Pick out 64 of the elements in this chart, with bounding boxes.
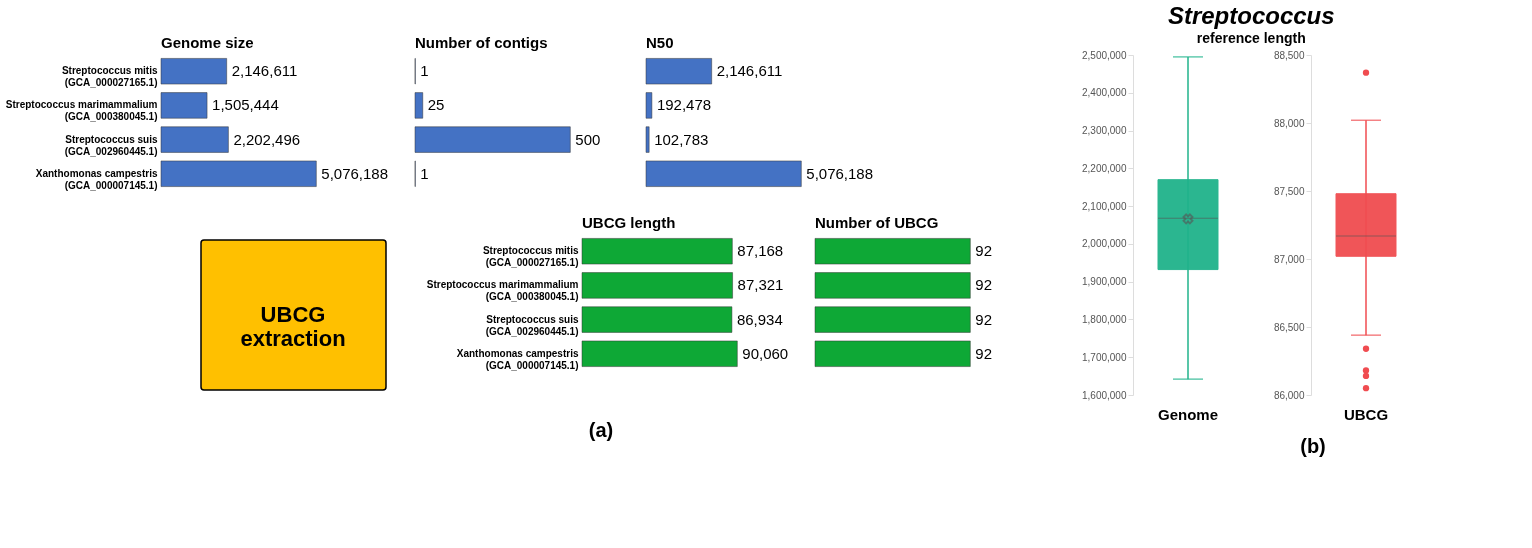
data-label: 102,783 xyxy=(654,130,709,148)
chart-title: Number of UBCG xyxy=(815,214,939,231)
bar xyxy=(645,92,653,119)
y-tick-label: 1,800,000 xyxy=(1082,313,1127,325)
data-label: 92 xyxy=(975,344,992,362)
bar xyxy=(160,92,208,119)
data-label: 1 xyxy=(420,62,429,80)
y-tick-label: 87,000 xyxy=(1273,253,1305,265)
y-tick-label: Streptococcus mitis (GCA_000027165.1) xyxy=(61,65,158,89)
chart-title: Streptococcus xyxy=(1167,2,1335,29)
y-tick-label: 2,400,000 xyxy=(1082,87,1127,99)
data-label: 92 xyxy=(975,310,992,328)
data-label: 500 xyxy=(575,130,601,148)
chart-title: Number of contigs xyxy=(415,34,548,51)
chart-title: UBCG length xyxy=(582,214,676,231)
x-tick-label: Genome xyxy=(1157,405,1219,423)
y-tick-label: Streptococcus marimammalium (GCA_000380045.1) xyxy=(426,279,579,303)
bar xyxy=(160,126,229,153)
text: (b) xyxy=(1300,435,1326,457)
y-tick-label: 88,500 xyxy=(1273,49,1305,61)
y-tick-label: 1,700,000 xyxy=(1082,351,1127,363)
bar xyxy=(645,126,650,153)
y-tick-label: Xanthomonas campestris (GCA_000007145.1) xyxy=(35,167,158,191)
data-label: 25 xyxy=(427,96,445,114)
data-label: 192,478 xyxy=(656,96,712,114)
y-tick-label: 86,000 xyxy=(1273,389,1305,401)
data-label: 90,060 xyxy=(742,344,789,362)
y-tick-label: 2,500,000 xyxy=(1082,49,1127,61)
y-tick-label: 2,200,000 xyxy=(1082,162,1127,174)
data-label: 5,076,188 xyxy=(806,164,874,182)
chart-title: Genome size xyxy=(161,34,254,51)
y-tick-label: 86,500 xyxy=(1273,321,1305,333)
data-label: 86,934 xyxy=(736,310,783,328)
text: reference length xyxy=(1196,30,1306,46)
y-tick-label: 1,900,000 xyxy=(1082,276,1127,288)
text: UBCG extraction xyxy=(240,302,346,351)
data-label: 92 xyxy=(975,276,992,294)
data-label: 92 xyxy=(975,242,992,260)
y-tick-label: 88,000 xyxy=(1273,117,1305,129)
y-tick-label: Streptococcus mitis (GCA_000027165.1) xyxy=(482,245,579,269)
y-tick-label: Streptococcus suis (GCA_002960445.1) xyxy=(485,313,579,337)
bar xyxy=(160,160,317,187)
x-tick-label: UBCG xyxy=(1343,405,1389,423)
data-label: 87,321 xyxy=(737,276,784,294)
y-tick-label: Xanthomonas campestris (GCA_000007145.1) xyxy=(456,347,579,371)
y-tick-label: Streptococcus suis (GCA_002960445.1) xyxy=(64,133,158,157)
y-tick-label: 2,300,000 xyxy=(1082,125,1127,137)
y-tick-label: Streptococcus marimammalium (GCA_000380045.1) xyxy=(5,99,158,123)
y-tick-label: 1,600,000 xyxy=(1082,389,1127,401)
bar xyxy=(645,58,712,85)
data-label: 1,505,444 xyxy=(212,96,279,114)
text: (a) xyxy=(588,419,614,441)
data-label: 1 xyxy=(420,164,429,182)
y-tick-label: 2,100,000 xyxy=(1082,200,1127,212)
y-tick-label: 87,500 xyxy=(1273,185,1305,197)
bar xyxy=(160,58,227,85)
data-label: 5,076,188 xyxy=(321,164,389,182)
data-label: 2,146,611 xyxy=(716,62,783,80)
chart-title: N50 xyxy=(646,34,674,51)
data-label: 87,168 xyxy=(737,242,784,260)
y-tick-label: 2,000,000 xyxy=(1082,238,1127,250)
data-label: 2,146,611 xyxy=(231,62,298,80)
bar xyxy=(645,160,802,187)
data-label: 2,202,496 xyxy=(233,130,301,148)
